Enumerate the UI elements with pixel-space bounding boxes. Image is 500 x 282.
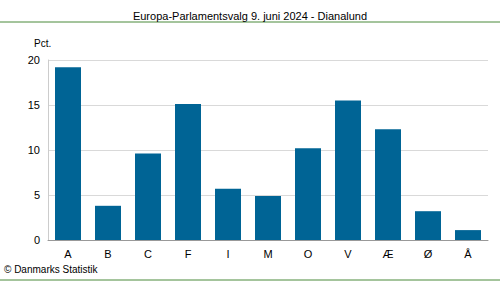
svg-text:0: 0 [34, 234, 40, 246]
svg-text:O: O [304, 248, 313, 260]
svg-text:Å: Å [464, 248, 472, 260]
svg-text:V: V [344, 248, 352, 260]
svg-text:B: B [104, 248, 111, 260]
svg-text:I: I [226, 248, 229, 260]
svg-text:Ø: Ø [424, 248, 433, 260]
svg-text:20: 20 [28, 54, 40, 66]
svg-text:C: C [144, 248, 152, 260]
svg-text:M: M [263, 248, 272, 260]
svg-text:F: F [185, 248, 192, 260]
svg-text:10: 10 [28, 144, 40, 156]
svg-text:A: A [64, 248, 72, 260]
svg-text:Europa-Parlamentsvalg 9. juni: Europa-Parlamentsvalg 9. juni 2024 - Dia… [133, 10, 367, 22]
svg-text:© Danmarks Statistik: © Danmarks Statistik [4, 264, 99, 275]
svg-text:5: 5 [34, 189, 40, 201]
svg-text:Æ: Æ [383, 248, 394, 260]
svg-text:Pct.: Pct. [34, 38, 51, 49]
svg-text:15: 15 [28, 99, 40, 111]
